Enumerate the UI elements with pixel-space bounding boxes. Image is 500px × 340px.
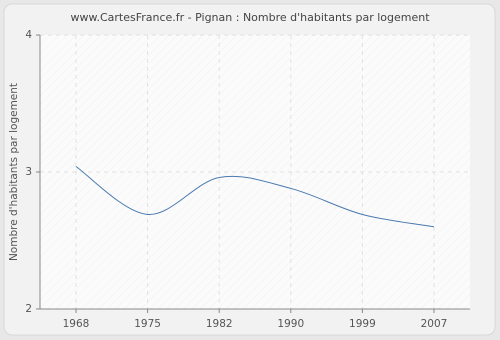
y-tick-label: 4 (25, 29, 32, 41)
chart-title: www.CartesFrance.fr - Pignan : Nombre d'… (70, 11, 430, 24)
x-tick-label: 1982 (206, 318, 233, 330)
y-axis-label: Nombre d'habitants par logement (8, 83, 20, 261)
x-tick-label: 1999 (349, 318, 376, 330)
plot-area (40, 35, 470, 309)
data-line (75, 166, 435, 228)
x-tick-label: 1975 (134, 318, 161, 330)
y-tick-label: 3 (25, 166, 32, 178)
x-tick-label: 2007 (421, 318, 448, 330)
y-tick-label: 2 (25, 303, 32, 315)
x-tick-label: 1968 (63, 318, 90, 330)
x-tick-label: 1990 (277, 318, 304, 330)
